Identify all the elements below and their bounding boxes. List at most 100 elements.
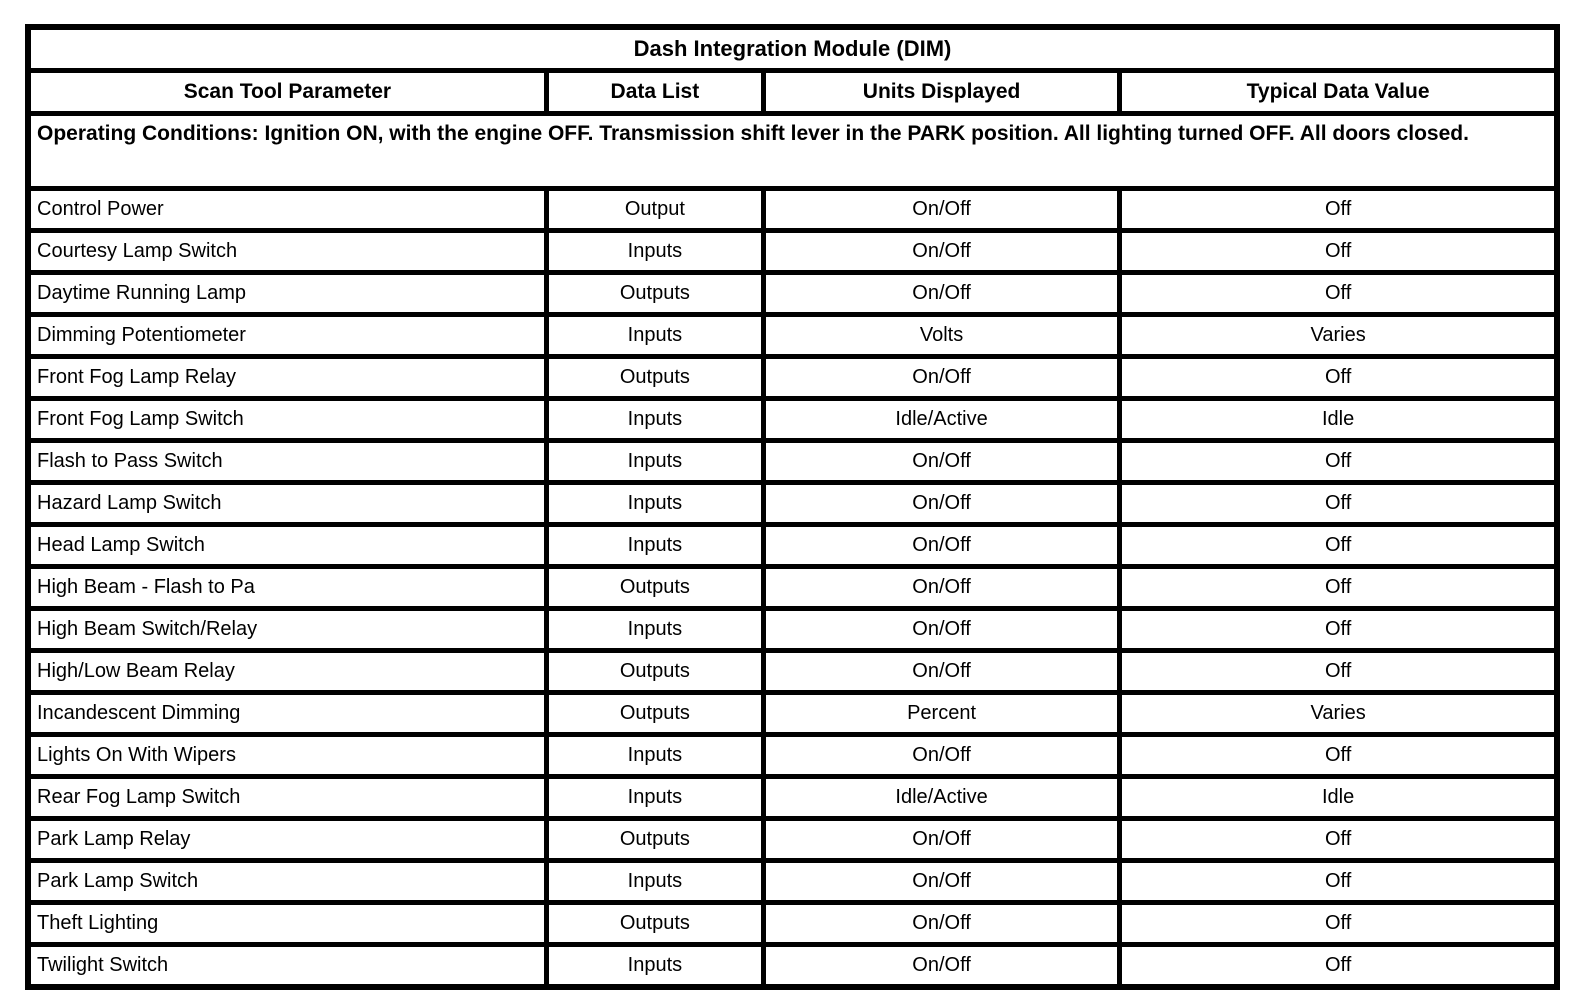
cell-units-displayed: On/Off bbox=[760, 228, 1123, 275]
cell-typical-data-value: Off bbox=[1117, 270, 1560, 317]
table-row: Rear Fog Lamp Switch Inputs Idle/Active … bbox=[25, 774, 1560, 821]
table-header-row: Scan Tool Parameter Data List Units Disp… bbox=[25, 68, 1560, 116]
table-row: Front Fog Lamp Switch Inputs Idle/Active… bbox=[25, 396, 1560, 443]
cell-typical-data-value: Varies bbox=[1117, 312, 1560, 359]
cell-scan-tool-parameter: Theft Lighting bbox=[25, 900, 549, 947]
dim-scan-tool-table: Dash Integration Module (DIM) Scan Tool … bbox=[25, 24, 1560, 990]
table-row: Front Fog Lamp Relay Outputs On/Off Off bbox=[25, 354, 1560, 401]
cell-units-displayed: Idle/Active bbox=[760, 774, 1123, 821]
cell-scan-tool-parameter: Courtesy Lamp Switch bbox=[25, 228, 549, 275]
cell-scan-tool-parameter: Front Fog Lamp Relay bbox=[25, 354, 549, 401]
column-header-units-displayed: Units Displayed bbox=[760, 68, 1123, 116]
cell-units-displayed: Percent bbox=[760, 690, 1123, 737]
cell-units-displayed: On/Off bbox=[760, 564, 1123, 611]
cell-scan-tool-parameter: High Beam - Flash to Pa bbox=[25, 564, 549, 611]
cell-data-list: Inputs bbox=[543, 942, 766, 990]
table-row: Head Lamp Switch Inputs On/Off Off bbox=[25, 522, 1560, 569]
cell-units-displayed: On/Off bbox=[760, 648, 1123, 695]
cell-scan-tool-parameter: Park Lamp Switch bbox=[25, 858, 549, 905]
table-row: Theft Lighting Outputs On/Off Off bbox=[25, 900, 1560, 947]
cell-data-list: Inputs bbox=[543, 522, 766, 569]
cell-scan-tool-parameter: Hazard Lamp Switch bbox=[25, 480, 549, 527]
cell-units-displayed: Idle/Active bbox=[760, 396, 1123, 443]
cell-data-list: Outputs bbox=[543, 816, 766, 863]
cell-typical-data-value: Off bbox=[1117, 816, 1560, 863]
cell-scan-tool-parameter: Rear Fog Lamp Switch bbox=[25, 774, 549, 821]
cell-data-list: Inputs bbox=[543, 732, 766, 779]
cell-data-list: Outputs bbox=[543, 564, 766, 611]
table-row: Flash to Pass Switch Inputs On/Off Off bbox=[25, 438, 1560, 485]
cell-units-displayed: On/Off bbox=[760, 858, 1123, 905]
cell-data-list: Outputs bbox=[543, 900, 766, 947]
cell-typical-data-value: Off bbox=[1117, 522, 1560, 569]
cell-typical-data-value: Off bbox=[1117, 354, 1560, 401]
cell-scan-tool-parameter: Control Power bbox=[25, 186, 549, 233]
operating-conditions-text: Operating Conditions: Ignition ON, with … bbox=[25, 111, 1560, 191]
cell-typical-data-value: Off bbox=[1117, 480, 1560, 527]
table-row: High/Low Beam Relay Outputs On/Off Off bbox=[25, 648, 1560, 695]
cell-scan-tool-parameter: Lights On With Wipers bbox=[25, 732, 549, 779]
table-row: Twilight Switch Inputs On/Off Off bbox=[25, 942, 1560, 990]
table-row: Park Lamp Relay Outputs On/Off Off bbox=[25, 816, 1560, 863]
table-row: High Beam - Flash to Pa Outputs On/Off O… bbox=[25, 564, 1560, 611]
cell-units-displayed: On/Off bbox=[760, 900, 1123, 947]
column-header-typical-data-value: Typical Data Value bbox=[1117, 68, 1560, 116]
cell-typical-data-value: Off bbox=[1117, 858, 1560, 905]
cell-units-displayed: On/Off bbox=[760, 816, 1123, 863]
cell-units-displayed: On/Off bbox=[760, 186, 1123, 233]
cell-data-list: Inputs bbox=[543, 312, 766, 359]
column-header-scan-tool-parameter: Scan Tool Parameter bbox=[25, 68, 549, 116]
cell-scan-tool-parameter: Dimming Potentiometer bbox=[25, 312, 549, 359]
cell-typical-data-value: Off bbox=[1117, 438, 1560, 485]
cell-scan-tool-parameter: Flash to Pass Switch bbox=[25, 438, 549, 485]
cell-typical-data-value: Off bbox=[1117, 606, 1560, 653]
table-row: Daytime Running Lamp Outputs On/Off Off bbox=[25, 270, 1560, 317]
table-row: Control Power Output On/Off Off bbox=[25, 186, 1560, 233]
cell-data-list: Inputs bbox=[543, 228, 766, 275]
cell-units-displayed: Volts bbox=[760, 312, 1123, 359]
cell-scan-tool-parameter: Head Lamp Switch bbox=[25, 522, 549, 569]
cell-typical-data-value: Off bbox=[1117, 942, 1560, 990]
cell-typical-data-value: Off bbox=[1117, 564, 1560, 611]
table-row: Lights On With Wipers Inputs On/Off Off bbox=[25, 732, 1560, 779]
table-row: Dimming Potentiometer Inputs Volts Varie… bbox=[25, 312, 1560, 359]
cell-data-list: Inputs bbox=[543, 438, 766, 485]
table-row: Incandescent Dimming Outputs Percent Var… bbox=[25, 690, 1560, 737]
table-row: Courtesy Lamp Switch Inputs On/Off Off bbox=[25, 228, 1560, 275]
column-header-data-list: Data List bbox=[543, 68, 766, 116]
cell-data-list: Inputs bbox=[543, 858, 766, 905]
table-title-row: Dash Integration Module (DIM) bbox=[25, 24, 1560, 73]
cell-data-list: Outputs bbox=[543, 690, 766, 737]
cell-typical-data-value: Idle bbox=[1117, 396, 1560, 443]
cell-scan-tool-parameter: Park Lamp Relay bbox=[25, 816, 549, 863]
cell-units-displayed: On/Off bbox=[760, 606, 1123, 653]
cell-units-displayed: On/Off bbox=[760, 438, 1123, 485]
cell-scan-tool-parameter: High Beam Switch/Relay bbox=[25, 606, 549, 653]
cell-scan-tool-parameter: Incandescent Dimming bbox=[25, 690, 549, 737]
cell-scan-tool-parameter: Front Fog Lamp Switch bbox=[25, 396, 549, 443]
cell-typical-data-value: Idle bbox=[1117, 774, 1560, 821]
cell-scan-tool-parameter: Twilight Switch bbox=[25, 942, 549, 990]
cell-units-displayed: On/Off bbox=[760, 522, 1123, 569]
cell-data-list: Outputs bbox=[543, 648, 766, 695]
cell-typical-data-value: Varies bbox=[1117, 690, 1560, 737]
document-page: Dash Integration Module (DIM) Scan Tool … bbox=[25, 24, 1560, 990]
cell-typical-data-value: Off bbox=[1117, 648, 1560, 695]
cell-data-list: Inputs bbox=[543, 480, 766, 527]
table-row: High Beam Switch/Relay Inputs On/Off Off bbox=[25, 606, 1560, 653]
cell-typical-data-value: Off bbox=[1117, 732, 1560, 779]
cell-typical-data-value: Off bbox=[1117, 186, 1560, 233]
operating-conditions-row: Operating Conditions: Ignition ON, with … bbox=[25, 111, 1560, 191]
cell-data-list: Inputs bbox=[543, 606, 766, 653]
cell-units-displayed: On/Off bbox=[760, 732, 1123, 779]
cell-units-displayed: On/Off bbox=[760, 354, 1123, 401]
cell-units-displayed: On/Off bbox=[760, 942, 1123, 990]
cell-units-displayed: On/Off bbox=[760, 270, 1123, 317]
cell-scan-tool-parameter: High/Low Beam Relay bbox=[25, 648, 549, 695]
cell-scan-tool-parameter: Daytime Running Lamp bbox=[25, 270, 549, 317]
table-row: Park Lamp Switch Inputs On/Off Off bbox=[25, 858, 1560, 905]
cell-data-list: Outputs bbox=[543, 270, 766, 317]
cell-data-list: Output bbox=[543, 186, 766, 233]
cell-typical-data-value: Off bbox=[1117, 228, 1560, 275]
cell-data-list: Inputs bbox=[543, 396, 766, 443]
